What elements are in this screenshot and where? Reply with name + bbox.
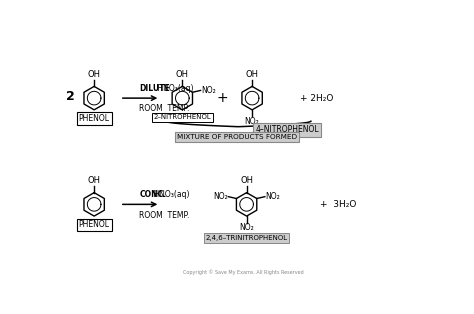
Text: HNO₃(aq): HNO₃(aq) bbox=[151, 190, 190, 199]
Text: OH: OH bbox=[88, 176, 100, 185]
Text: + 2H₂O: + 2H₂O bbox=[300, 94, 333, 103]
Text: MIXTURE OF PRODUCTS FORMED: MIXTURE OF PRODUCTS FORMED bbox=[177, 134, 298, 140]
Text: PHENOL: PHENOL bbox=[79, 114, 109, 123]
Text: NO₂: NO₂ bbox=[201, 86, 216, 95]
Text: NO₂: NO₂ bbox=[239, 224, 254, 232]
Text: NO₂: NO₂ bbox=[245, 117, 259, 126]
Text: HNO₃(aq): HNO₃(aq) bbox=[155, 84, 194, 93]
Text: NO₂: NO₂ bbox=[265, 192, 280, 201]
Text: 2,4,6–TRINITROPHENOL: 2,4,6–TRINITROPHENOL bbox=[206, 235, 288, 241]
Text: NO₂: NO₂ bbox=[213, 192, 228, 201]
Text: PHENOL: PHENOL bbox=[79, 220, 109, 230]
Text: 2–NITROPHENOL: 2–NITROPHENOL bbox=[154, 114, 211, 120]
Text: 4–NITROPHENOL: 4–NITROPHENOL bbox=[255, 126, 319, 134]
Text: CONC.: CONC. bbox=[139, 190, 166, 199]
Text: DILUTE: DILUTE bbox=[139, 84, 170, 93]
Text: ROOM  TEMP.: ROOM TEMP. bbox=[139, 104, 190, 113]
Text: ROOM  TEMP.: ROOM TEMP. bbox=[139, 211, 190, 219]
Text: OH: OH bbox=[246, 70, 259, 79]
Text: +  3H₂O: + 3H₂O bbox=[320, 200, 356, 209]
Text: OH: OH bbox=[240, 176, 253, 185]
Text: 2: 2 bbox=[66, 90, 74, 103]
Text: +: + bbox=[217, 91, 228, 105]
Text: OH: OH bbox=[176, 70, 189, 79]
Text: Copyright © Save My Exams. All Rights Reserved: Copyright © Save My Exams. All Rights Re… bbox=[182, 269, 303, 275]
Text: OH: OH bbox=[88, 70, 100, 79]
